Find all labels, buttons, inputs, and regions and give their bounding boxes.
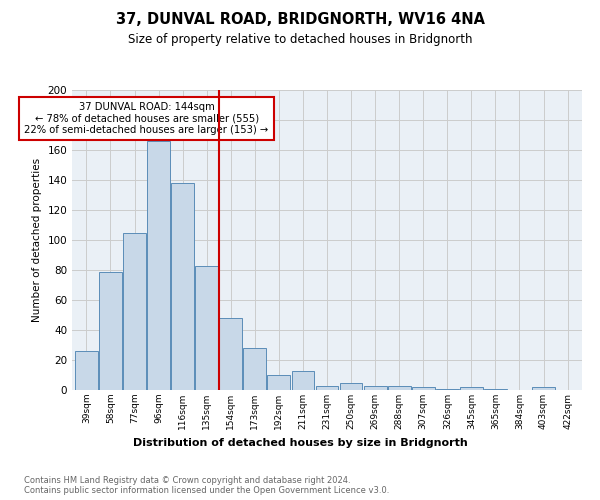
- Text: Contains HM Land Registry data © Crown copyright and database right 2024.
Contai: Contains HM Land Registry data © Crown c…: [24, 476, 389, 495]
- Bar: [484, 388, 507, 390]
- Bar: [412, 387, 434, 390]
- Bar: [99, 272, 122, 390]
- Bar: [340, 382, 362, 390]
- Bar: [532, 387, 555, 390]
- Y-axis label: Number of detached properties: Number of detached properties: [32, 158, 42, 322]
- Bar: [147, 141, 170, 390]
- Bar: [388, 386, 410, 390]
- Text: 37 DUNVAL ROAD: 144sqm
← 78% of detached houses are smaller (555)
22% of semi-de: 37 DUNVAL ROAD: 144sqm ← 78% of detached…: [25, 102, 269, 135]
- Bar: [171, 183, 194, 390]
- Bar: [244, 348, 266, 390]
- Text: 37, DUNVAL ROAD, BRIDGNORTH, WV16 4NA: 37, DUNVAL ROAD, BRIDGNORTH, WV16 4NA: [115, 12, 485, 28]
- Text: Distribution of detached houses by size in Bridgnorth: Distribution of detached houses by size …: [133, 438, 467, 448]
- Bar: [75, 351, 98, 390]
- Bar: [123, 232, 146, 390]
- Bar: [316, 386, 338, 390]
- Bar: [292, 370, 314, 390]
- Bar: [220, 318, 242, 390]
- Bar: [364, 386, 386, 390]
- Bar: [436, 388, 459, 390]
- Bar: [195, 266, 218, 390]
- Text: Size of property relative to detached houses in Bridgnorth: Size of property relative to detached ho…: [128, 32, 472, 46]
- Bar: [460, 387, 483, 390]
- Bar: [268, 375, 290, 390]
